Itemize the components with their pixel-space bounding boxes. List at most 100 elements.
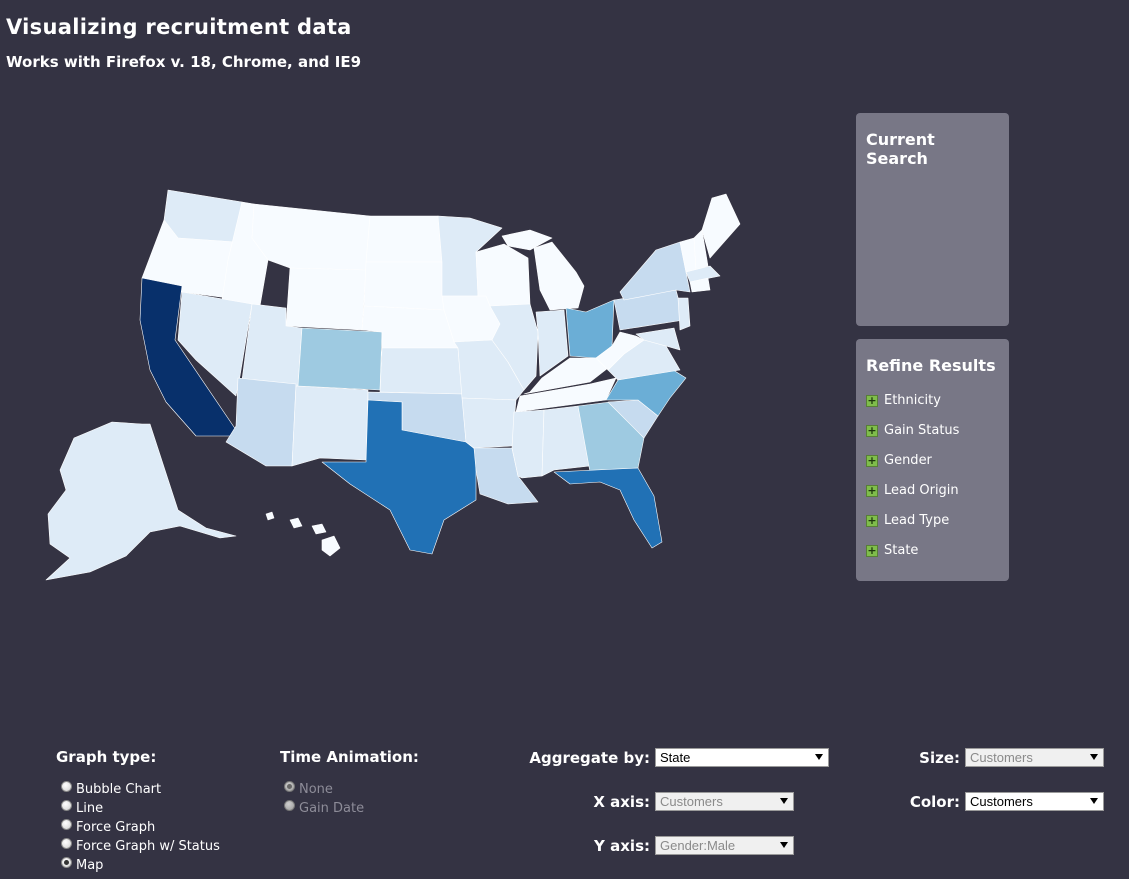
state-new-hampshire[interactable] <box>693 229 709 271</box>
dropdown-arrow-icon <box>780 798 788 804</box>
page-title: Visualizing recruitment data <box>6 15 352 39</box>
select-value: Customers <box>970 794 1033 809</box>
state-michigan[interactable] <box>533 241 585 311</box>
select-value: Gender:Male <box>660 838 736 853</box>
state-massachusetts[interactable] <box>685 265 721 283</box>
refine-item-gain-status[interactable]: + Gain Status <box>866 423 999 453</box>
radio-button-selected[interactable] <box>61 857 72 868</box>
state-west-virginia[interactable] <box>595 331 645 371</box>
state-new-jersey[interactable] <box>677 297 691 331</box>
expand-plus-icon[interactable]: + <box>866 544 878 557</box>
state-ohio[interactable] <box>565 299 615 359</box>
dropdown-arrow-icon <box>1090 754 1098 760</box>
refine-item-state[interactable]: + State <box>866 543 999 573</box>
size-label: Size: <box>919 749 960 767</box>
state-wyoming[interactable] <box>285 267 367 331</box>
state-south-dakota[interactable] <box>363 261 445 311</box>
aggregate-by-label: Aggregate by: <box>529 749 650 767</box>
refine-item-lead-type[interactable]: + Lead Type <box>866 513 999 543</box>
color-select[interactable]: Customers <box>965 792 1104 811</box>
expand-plus-icon[interactable]: + <box>866 514 878 527</box>
radio-label: None <box>299 782 333 797</box>
refine-item-gender[interactable]: + Gender <box>866 453 999 483</box>
refine-item-lead-origin[interactable]: + Lead Origin <box>866 483 999 513</box>
size-select[interactable]: Customers <box>965 748 1104 767</box>
radio-line[interactable]: Line <box>61 799 220 818</box>
refine-item-ethnicity[interactable]: + Ethnicity <box>866 393 999 423</box>
state-arkansas[interactable] <box>461 397 517 449</box>
state-california[interactable] <box>139 277 237 437</box>
state-colorado[interactable] <box>297 327 383 391</box>
graph-type-label: Graph type: <box>56 748 157 766</box>
state-alabama[interactable] <box>541 405 591 477</box>
refine-item-label: Ethnicity <box>884 393 941 408</box>
radio-label: Force Graph w/ Status <box>76 839 220 854</box>
dropdown-arrow-icon <box>815 754 823 760</box>
us-choropleth-map <box>30 180 750 590</box>
radio-button[interactable] <box>61 819 72 830</box>
radio-none[interactable]: None <box>284 780 364 799</box>
state-north-dakota[interactable] <box>365 215 443 263</box>
radio-button[interactable] <box>61 781 72 792</box>
state-arizona[interactable] <box>225 377 297 467</box>
current-search-panel: Current Search <box>856 113 1009 326</box>
state-washington[interactable] <box>163 189 243 243</box>
select-value: State <box>660 750 691 765</box>
state-michigan-upper[interactable] <box>501 229 553 251</box>
radio-force-graph-status[interactable]: Force Graph w/ Status <box>61 837 220 856</box>
dropdown-arrow-icon <box>780 842 788 848</box>
graph-type-radio-group: Bubble Chart Line Force Graph Force Grap… <box>61 780 220 875</box>
select-value: Customers <box>660 794 723 809</box>
state-texas[interactable] <box>321 399 477 555</box>
expand-plus-icon[interactable]: + <box>866 394 878 407</box>
expand-plus-icon[interactable]: + <box>866 424 878 437</box>
radio-label: Bubble Chart <box>76 782 162 797</box>
refine-item-label: Lead Type <box>884 513 950 528</box>
color-label: Color: <box>909 793 960 811</box>
state-tennessee[interactable] <box>515 377 617 413</box>
refine-results-title: Refine Results <box>866 356 996 375</box>
radio-button[interactable] <box>61 800 72 811</box>
radio-label: Map <box>76 858 104 873</box>
state-connecticut[interactable] <box>689 277 711 293</box>
y-axis-select[interactable]: Gender:Male <box>655 836 794 855</box>
y-axis-label: Y axis: <box>594 837 650 855</box>
state-hawaii[interactable] <box>265 511 341 557</box>
state-kansas[interactable] <box>379 347 463 395</box>
expand-plus-icon[interactable]: + <box>866 484 878 497</box>
radio-map[interactable]: Map <box>61 856 220 875</box>
radio-label: Force Graph <box>76 820 156 835</box>
state-new-mexico[interactable] <box>291 385 369 467</box>
current-search-title: Current Search <box>866 130 935 168</box>
refine-item-label: Gain Status <box>884 423 960 438</box>
radio-button-selected[interactable] <box>284 781 295 792</box>
x-axis-select[interactable]: Customers <box>655 792 794 811</box>
state-maryland[interactable] <box>635 327 681 351</box>
state-florida[interactable] <box>553 467 663 549</box>
state-georgia[interactable] <box>577 401 645 473</box>
state-maine[interactable] <box>701 193 741 259</box>
x-axis-label: X axis: <box>593 793 650 811</box>
time-animation-label: Time Animation: <box>280 748 419 766</box>
expand-plus-icon[interactable]: + <box>866 454 878 467</box>
state-montana[interactable] <box>251 203 371 271</box>
state-new-york[interactable] <box>619 241 691 301</box>
radio-button[interactable] <box>284 800 295 811</box>
refine-item-label: Lead Origin <box>884 483 959 498</box>
refine-results-panel: Refine Results + Ethnicity + Gain Status +… <box>856 339 1009 581</box>
state-illinois[interactable] <box>489 303 539 391</box>
radio-gain-date[interactable]: Gain Date <box>284 799 364 818</box>
state-alaska[interactable] <box>45 421 237 581</box>
dropdown-arrow-icon <box>1090 798 1098 804</box>
time-animation-radio-group: None Gain Date <box>284 780 364 818</box>
state-indiana[interactable] <box>535 309 569 377</box>
refine-item-label: State <box>884 543 919 558</box>
radio-button[interactable] <box>61 838 72 849</box>
radio-force-graph[interactable]: Force Graph <box>61 818 220 837</box>
radio-bubble-chart[interactable]: Bubble Chart <box>61 780 220 799</box>
aggregate-by-select[interactable]: State <box>655 748 829 767</box>
state-mississippi[interactable] <box>511 409 545 479</box>
refine-item-label: Gender <box>884 453 932 468</box>
page-subtitle: Works with Firefox v. 18, Chrome, and IE… <box>6 53 362 71</box>
radio-label: Line <box>76 801 104 816</box>
